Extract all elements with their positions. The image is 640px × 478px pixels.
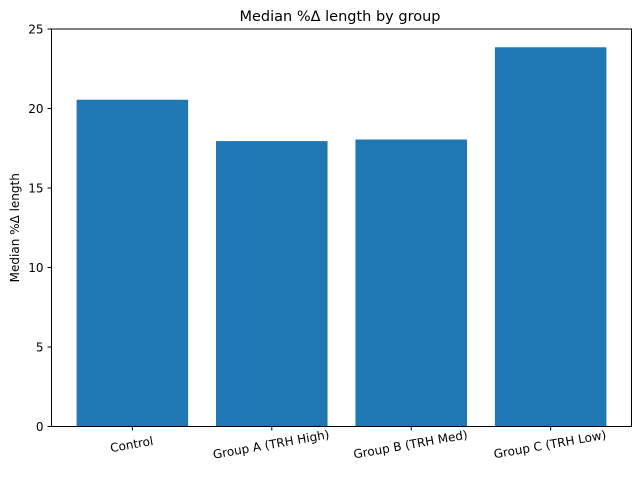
bar-2 [355,139,467,427]
bars-layer [76,47,607,427]
y-tick-label: 0 [36,420,44,434]
x-tick-label: Group B (TRH Med) [352,428,468,462]
x-tick-label: Group A (TRH High) [212,427,330,461]
bar-1 [216,141,328,427]
y-tick-label: 5 [36,341,44,355]
y-axis-label: Median %Δ length [8,173,22,282]
y-axis: 0 5 10 15 20 25 [28,23,52,434]
plot-frame [51,28,632,427]
y-tick-label: 25 [28,23,43,37]
bar-0 [76,99,189,427]
x-tick-label: Group C (TRH Low) [493,428,608,462]
bar-3 [494,47,607,427]
x-axis: Control Group A (TRH High) Group B (TRH Me… [109,426,608,462]
chart-title: Median %Δ length by group [240,9,441,25]
y-tick-label: 20 [28,102,43,116]
x-tick-label: Control [109,434,154,455]
y-tick-label: 10 [28,261,43,275]
y-tick-label: 15 [28,182,43,196]
